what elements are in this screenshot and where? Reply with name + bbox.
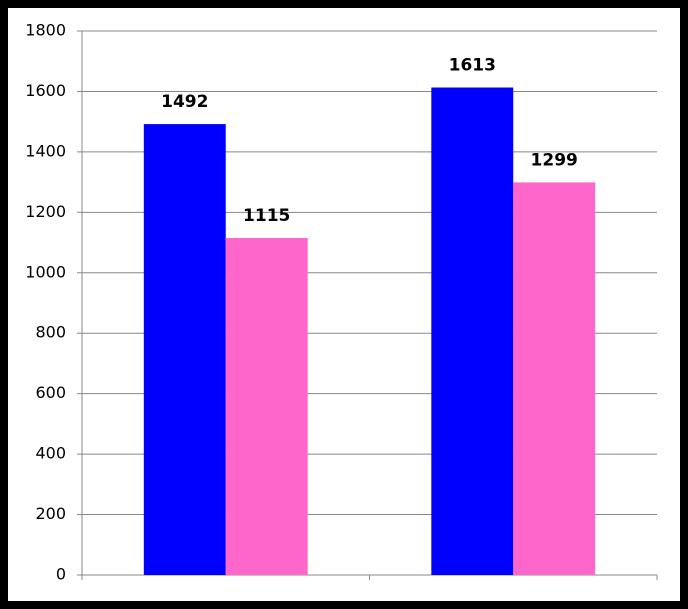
y-tick-label: 200: [35, 504, 66, 523]
data-label: 1492: [161, 92, 208, 112]
data-label: 1613: [449, 56, 496, 76]
bar: [143, 124, 226, 575]
y-tick-label: 800: [35, 323, 66, 342]
y-tick-label: 600: [35, 383, 66, 402]
y-tick-label: 1400: [25, 141, 66, 160]
bar: [225, 238, 308, 575]
y-tick-label: 1800: [25, 21, 66, 40]
data-label: 1115: [243, 206, 290, 226]
y-tick-label: 1200: [25, 202, 66, 221]
y-tick-label: 0: [56, 565, 66, 584]
data-label: 1299: [531, 150, 578, 170]
y-tick-label: 400: [35, 444, 66, 463]
bar: [431, 87, 514, 575]
y-tick-label: 1600: [25, 81, 66, 100]
y-tick-label: 1000: [25, 262, 66, 281]
bar: [513, 182, 596, 575]
